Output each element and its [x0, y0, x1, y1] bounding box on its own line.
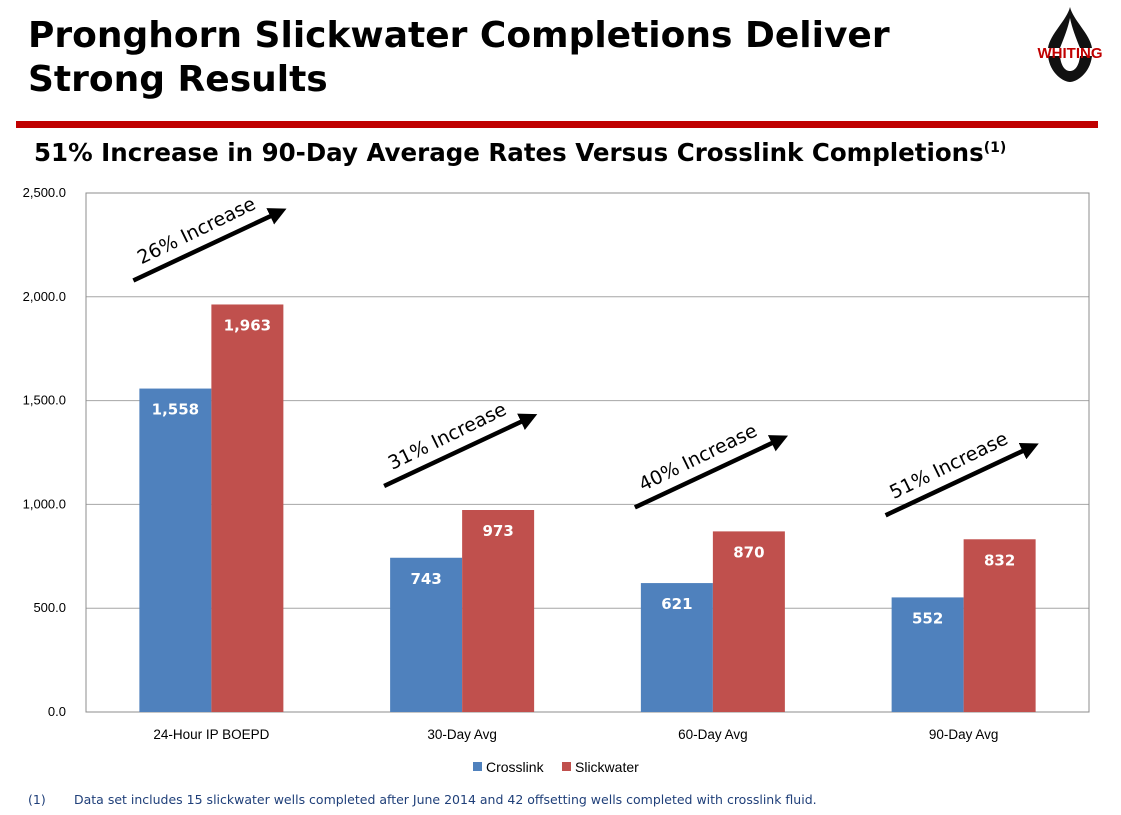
- legend: Crosslink Slickwater: [473, 759, 639, 775]
- bar-slickwater: [211, 304, 284, 712]
- bar-value-label: 1,963: [224, 316, 271, 334]
- x-category-label: 24-Hour IP BOEPD: [153, 727, 269, 742]
- bar-value-label: 1,558: [152, 401, 199, 419]
- increase-arrow: [884, 442, 1039, 518]
- bar-crosslink: [891, 597, 964, 712]
- x-category-label: 90-Day Avg: [929, 727, 999, 742]
- bars: [139, 304, 1036, 712]
- bar-slickwater: [712, 531, 785, 712]
- y-tick-label: 1,000.0: [23, 496, 66, 511]
- bar-value-labels: 1,558 1,963 743 973 621 870 552 832: [152, 316, 1016, 627]
- increase-arrow: [633, 435, 789, 510]
- page-title: Pronghorn Slickwater Completions Deliver…: [28, 15, 890, 100]
- logo-text: WHITING: [1038, 45, 1103, 62]
- x-category-label: 30-Day Avg: [427, 727, 497, 742]
- bar-value-label: 832: [984, 551, 1015, 569]
- footnote-text: Data set includes 15 slickwater wells co…: [74, 792, 817, 807]
- increase-arrow: [132, 208, 287, 283]
- legend-label-crosslink: Crosslink: [486, 759, 545, 775]
- plot-frame: [85, 192, 1090, 713]
- bar-crosslink: [139, 388, 212, 712]
- bar-crosslink: [640, 583, 713, 712]
- bar-value-label: 973: [482, 522, 513, 540]
- chart-subtitle: 51% Increase in 90-Day Average Rates Ver…: [34, 136, 1006, 170]
- bar-chart: 0.0 500.0 1,000.0 1,500.0 2,000.0 2,500.0 1,5…: [23, 185, 1090, 775]
- y-tick-label: 500.0: [33, 600, 66, 615]
- bar-value-label: 621: [661, 595, 692, 613]
- subtitle-text: 51% Increase in 90-Day Average Rates Ver…: [34, 138, 984, 167]
- bar-slickwater: [462, 510, 535, 712]
- increase-annotation: 51% Increase: [884, 428, 1039, 518]
- y-tick-label: 2,500.0: [23, 185, 66, 200]
- y-axis-ticks: 0.0 500.0 1,000.0 1,500.0 2,000.0 2,500.0: [23, 185, 66, 719]
- oil-drop-icon: [1048, 7, 1092, 82]
- footnote-number: (1): [28, 792, 46, 807]
- y-tick-label: 1,500.0: [23, 393, 66, 408]
- increase-annotation: 40% Increase: [633, 420, 789, 510]
- increase-annotation: 26% Increase: [132, 193, 287, 283]
- bar-value-label: 552: [912, 609, 943, 627]
- legend-swatch-slickwater: [562, 762, 571, 771]
- y-tick-label: 2,000.0: [23, 289, 66, 304]
- whiting-logo: WHITING: [1038, 7, 1103, 82]
- bar-value-label: 870: [733, 543, 764, 561]
- bar-value-label: 743: [410, 570, 441, 588]
- subtitle-footnote-ref: (1): [983, 139, 1007, 156]
- increase-arrow: [383, 413, 538, 489]
- legend-label-slickwater: Slickwater: [575, 759, 639, 775]
- bar-crosslink: [390, 557, 463, 712]
- increase-annotation: 31% Increase: [383, 398, 538, 489]
- y-tick-label: 0.0: [48, 704, 66, 719]
- bar-slickwater: [963, 539, 1036, 712]
- x-category-label: 60-Day Avg: [678, 727, 748, 742]
- x-axis-categories: 24-Hour IP BOEPD 30-Day Avg 60-Day Avg 90-D…: [153, 727, 998, 742]
- footnote: (1) Data set includes 15 slickwater wells…: [28, 792, 817, 807]
- title-divider: [16, 121, 1098, 128]
- legend-swatch-crosslink: [473, 762, 482, 771]
